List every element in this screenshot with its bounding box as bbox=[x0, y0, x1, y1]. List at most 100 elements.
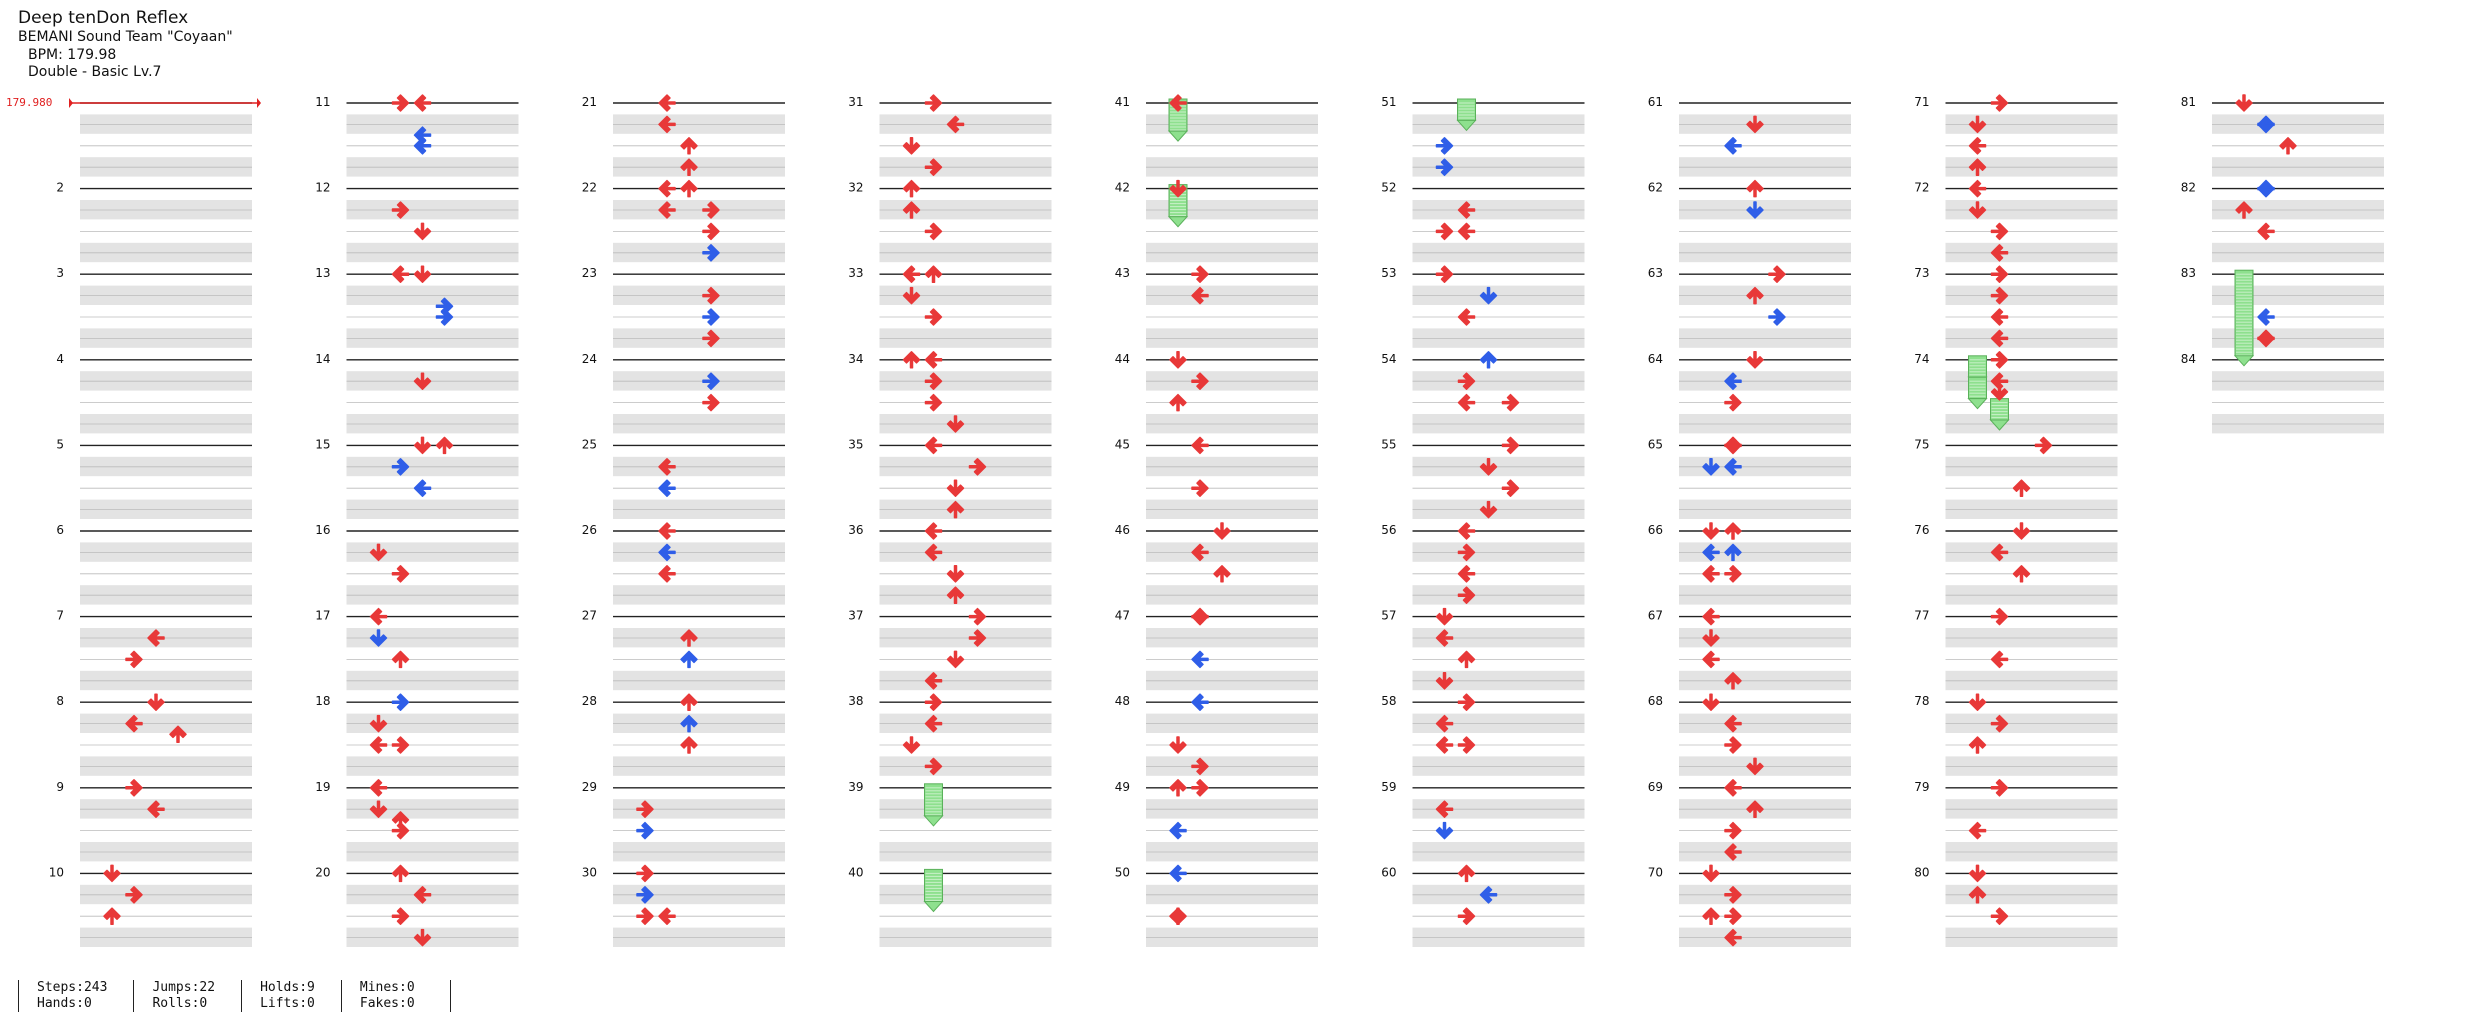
step-arrow bbox=[1746, 179, 1764, 198]
arrow-shape bbox=[902, 179, 921, 198]
arrow-shape bbox=[1702, 629, 1720, 647]
arrow-shape bbox=[1435, 672, 1454, 690]
step-arrow bbox=[1457, 736, 1476, 754]
step-arrow bbox=[1435, 629, 1454, 647]
measure-number: 34 bbox=[848, 352, 863, 366]
step-arrow bbox=[1990, 244, 2009, 262]
arrow-shape bbox=[1435, 222, 1454, 241]
measure-number: 71 bbox=[1914, 95, 1929, 109]
measure-number: 21 bbox=[582, 95, 597, 109]
step-arrow bbox=[1724, 393, 1742, 412]
step-arrow bbox=[1724, 458, 1742, 476]
arrow-shape bbox=[636, 821, 654, 840]
arrow-shape bbox=[1169, 907, 1187, 925]
step-arrow bbox=[391, 265, 410, 283]
step-arrow bbox=[413, 222, 432, 241]
arrow-shape bbox=[902, 736, 921, 754]
arrow-shape bbox=[702, 286, 720, 305]
step-arrow bbox=[1702, 543, 1720, 562]
step-arrow bbox=[369, 543, 388, 562]
measure-number: 24 bbox=[582, 352, 597, 366]
arrow-shape bbox=[702, 308, 720, 326]
measure-number: 18 bbox=[315, 694, 330, 708]
arrow-shape bbox=[1479, 458, 1498, 476]
step-arrow bbox=[391, 565, 410, 583]
arrow-shape bbox=[1968, 864, 1987, 883]
step-arrow bbox=[391, 821, 410, 840]
arrow-shape bbox=[1191, 607, 1209, 626]
step-arrow bbox=[1169, 864, 1187, 883]
step-arrow bbox=[702, 222, 720, 241]
step-arrow bbox=[391, 458, 410, 476]
arrow-shape bbox=[1724, 543, 1742, 562]
arrow-shape bbox=[1990, 714, 2009, 733]
arrow-shape bbox=[1968, 693, 1987, 711]
step-arrow bbox=[1968, 736, 1987, 754]
arrow-shape bbox=[1724, 436, 1742, 455]
step-arrow bbox=[636, 886, 654, 904]
step-arrow bbox=[680, 736, 698, 754]
arrow-shape bbox=[1457, 308, 1476, 326]
hold-tail bbox=[923, 815, 944, 827]
arrow-shape bbox=[658, 522, 676, 540]
hold-tail bbox=[1456, 119, 1477, 132]
arrow-shape bbox=[1968, 179, 1987, 198]
arrow-shape bbox=[1457, 864, 1476, 883]
step-arrow bbox=[946, 115, 965, 134]
step-arrow bbox=[1724, 137, 1742, 155]
step-arrow bbox=[1702, 565, 1720, 583]
step-arrow bbox=[702, 308, 720, 326]
arrow-shape bbox=[147, 693, 165, 711]
step-arrow bbox=[680, 714, 698, 733]
step-arrow bbox=[658, 201, 676, 219]
arrow-shape bbox=[1457, 522, 1476, 540]
arrow-shape bbox=[1746, 800, 1764, 818]
step-arrow bbox=[1169, 94, 1187, 112]
measure-number: 19 bbox=[315, 780, 330, 794]
measure-number: 63 bbox=[1648, 266, 1663, 280]
step-arrow bbox=[391, 907, 410, 925]
arrow-shape bbox=[369, 736, 388, 754]
arrow-shape bbox=[391, 458, 410, 476]
arrow-shape bbox=[702, 393, 720, 412]
step-arrow bbox=[125, 650, 143, 669]
arrow-shape bbox=[1702, 607, 1720, 626]
hold-tail bbox=[923, 901, 944, 913]
step-arrow bbox=[924, 372, 943, 390]
measure-number: 6 bbox=[56, 523, 64, 537]
step-arrow bbox=[1457, 864, 1476, 883]
arrow-shape bbox=[1724, 907, 1742, 925]
measure-number: 66 bbox=[1648, 523, 1663, 537]
step-arrow bbox=[1724, 672, 1742, 690]
arrow-shape bbox=[413, 436, 432, 455]
step-arrow bbox=[1702, 629, 1720, 647]
arrow-shape bbox=[1191, 693, 1209, 711]
step-arrow bbox=[413, 436, 432, 455]
measure-number: 53 bbox=[1381, 266, 1396, 280]
arrow-shape bbox=[413, 94, 432, 112]
arrow-shape bbox=[2279, 137, 2297, 155]
step-arrow bbox=[103, 864, 121, 883]
arrow-shape bbox=[1968, 886, 1987, 904]
step-arrow bbox=[658, 179, 676, 198]
step-arrow bbox=[1702, 907, 1720, 925]
arrow-shape bbox=[1724, 565, 1742, 583]
arrow-shape bbox=[1457, 650, 1476, 669]
step-arrow bbox=[1435, 800, 1454, 818]
step-arrow bbox=[702, 372, 720, 390]
measure-number: 83 bbox=[2181, 266, 2196, 280]
arrow-shape bbox=[413, 886, 432, 904]
stat-lifts: Lifts:0 bbox=[260, 996, 315, 1011]
arrow-shape bbox=[658, 201, 676, 219]
step-arrow bbox=[1191, 436, 1209, 455]
step-arrow bbox=[1724, 907, 1742, 925]
measure-number: 72 bbox=[1914, 181, 1929, 195]
arrow-shape bbox=[902, 286, 921, 305]
step-arrow bbox=[2257, 308, 2275, 326]
step-arrow bbox=[1968, 693, 1987, 711]
stat-fakes: Fakes:0 bbox=[359, 996, 415, 1011]
arrow-shape bbox=[2235, 94, 2253, 112]
measure-number: 50 bbox=[1115, 865, 1130, 879]
step-arrow bbox=[1213, 565, 1231, 583]
arrow-shape bbox=[968, 458, 987, 476]
